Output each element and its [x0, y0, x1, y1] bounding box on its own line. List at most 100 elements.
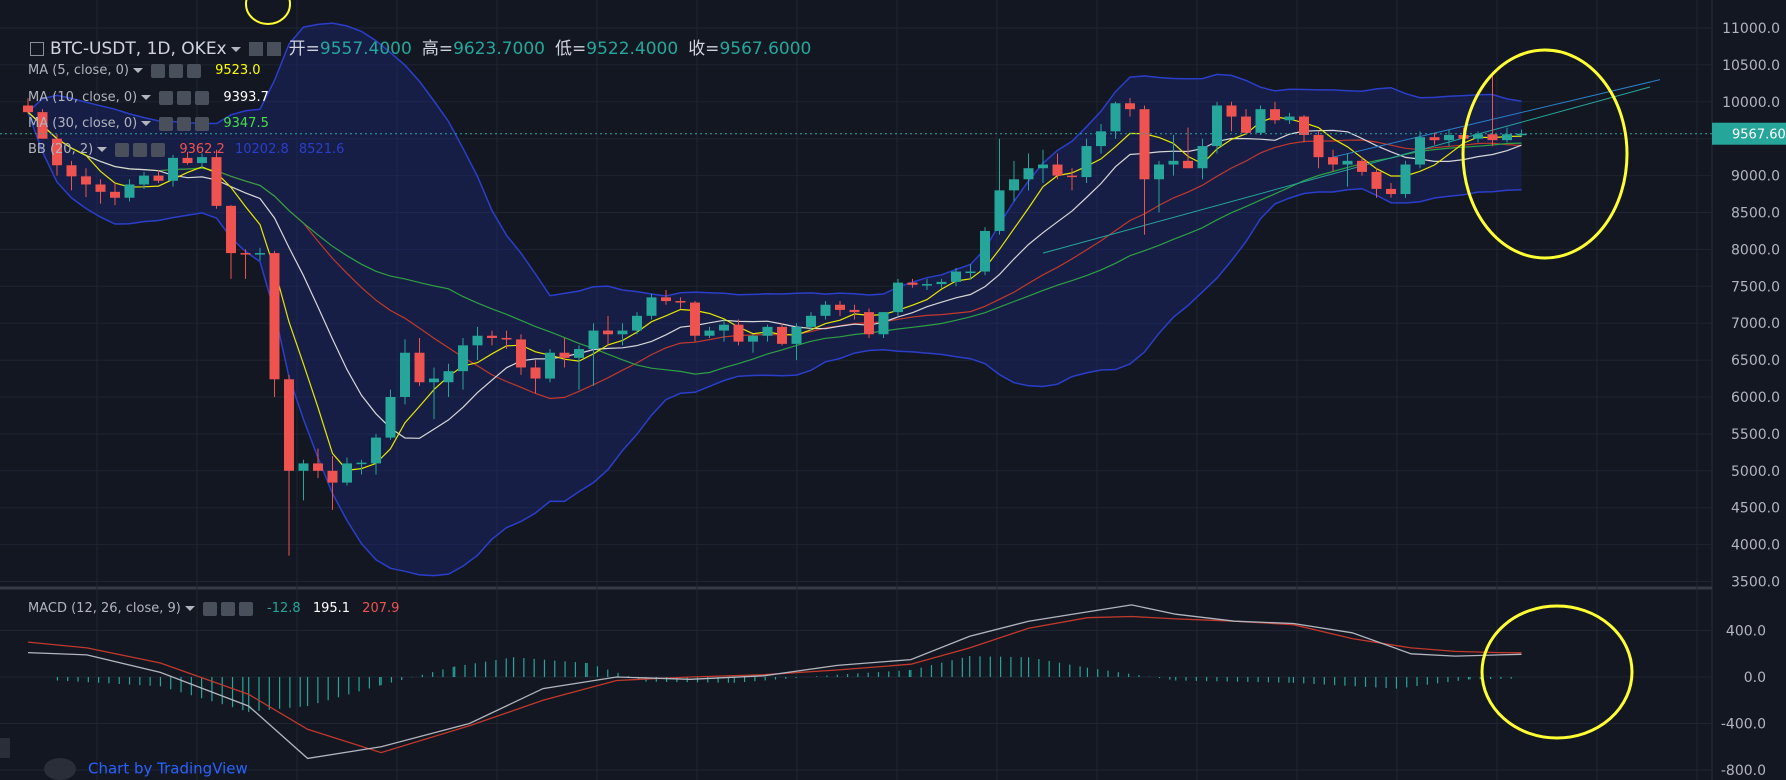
candle-body — [1299, 116, 1309, 136]
price-tick-label: 6000.0 — [1731, 390, 1780, 406]
close-value: 9567.6000 — [719, 39, 812, 59]
candle-body — [878, 312, 889, 335]
candle-body — [791, 326, 802, 344]
ma30-legend[interactable]: MA (30, close, 0) 9347.5 — [28, 116, 269, 131]
price-tick-label: 5000.0 — [1731, 464, 1780, 480]
settings-icon[interactable] — [177, 116, 192, 131]
collapse-icon[interactable] — [30, 42, 44, 56]
candle-body — [864, 312, 874, 335]
candle-body — [443, 371, 454, 383]
candle-body — [1516, 133, 1527, 136]
price-tick-label: 3500.0 — [1731, 575, 1780, 591]
macd-signal-line — [27, 615, 1522, 754]
eye-icon[interactable] — [159, 90, 174, 105]
macd-legend[interactable]: MACD (12, 26, close, 9) -12.8 195.1 207.… — [28, 601, 399, 616]
close-icon[interactable] — [186, 63, 201, 78]
candle-body — [1183, 160, 1193, 169]
candle-body — [429, 378, 439, 383]
eye-icon[interactable] — [115, 142, 130, 157]
candle-body — [922, 284, 932, 286]
settings-icon[interactable] — [220, 601, 235, 616]
annotation-circle — [1480, 604, 1634, 740]
ma5-legend[interactable]: MA (5, close, 0) 9523.0 — [28, 63, 261, 78]
candle-body — [1052, 164, 1063, 176]
eye-icon[interactable] — [248, 42, 263, 56]
candle-body — [588, 330, 599, 350]
bb-legend[interactable]: BB (20, 2) 9362.2 10202.8 8521.6 — [28, 142, 344, 157]
candle-body — [820, 304, 831, 316]
low-label: 低= — [555, 39, 587, 59]
candle-body — [632, 315, 642, 331]
close-icon[interactable] — [195, 90, 210, 105]
open-label: 开= — [288, 39, 320, 59]
candle-body — [1386, 188, 1396, 195]
macd-line — [27, 604, 1522, 760]
eye-icon[interactable] — [159, 116, 174, 131]
chevron-down-icon[interactable] — [141, 95, 152, 100]
candle-body — [240, 253, 251, 255]
tradingview-attribution[interactable]: Chart by TradingView — [44, 758, 248, 780]
candle-body — [1139, 109, 1150, 180]
candle-body — [371, 437, 381, 464]
candle-body — [110, 191, 120, 198]
settings-icon[interactable] — [177, 90, 192, 105]
candle-body — [1371, 171, 1382, 189]
candle-body — [603, 330, 613, 335]
symbol-title[interactable]: BTC-USDT, 1D, OKEx — [50, 39, 227, 59]
ma10-line — [27, 111, 1522, 439]
chevron-down-icon[interactable] — [184, 606, 195, 611]
chevron-down-icon[interactable] — [97, 147, 108, 152]
candle-body — [1342, 160, 1353, 165]
tradingview-logo-icon — [44, 758, 76, 780]
candle-body — [139, 175, 149, 185]
chevron-down-icon[interactable] — [141, 121, 152, 126]
chevron-down-icon[interactable] — [132, 68, 143, 73]
candle-body — [951, 271, 961, 282]
candle-body — [1212, 105, 1222, 147]
close-icon[interactable] — [238, 601, 253, 616]
candle-body — [1023, 168, 1034, 180]
candle-body — [385, 397, 396, 438]
macd-value: 195.1 — [312, 601, 351, 616]
eye-icon[interactable] — [202, 601, 217, 616]
candle-body — [893, 282, 903, 313]
candle-body — [66, 165, 77, 177]
candle-body — [980, 230, 990, 272]
candle-body — [124, 184, 135, 198]
ma30-value: 9347.5 — [223, 116, 269, 131]
candle-body — [559, 352, 570, 358]
candle-body — [255, 253, 265, 255]
ma30-line — [27, 111, 1522, 375]
candle-body — [1400, 164, 1411, 195]
settings-icon[interactable] — [168, 63, 183, 78]
candle-body — [23, 105, 33, 113]
close-icon[interactable] — [195, 116, 210, 131]
price-tick-label: 8500.0 — [1731, 206, 1780, 222]
candle-body — [675, 301, 686, 303]
candle-body — [1125, 103, 1135, 110]
candle-body — [1255, 109, 1266, 133]
candle-body — [849, 309, 860, 313]
candle-body — [704, 330, 715, 336]
ma10-legend[interactable]: MA (10, close, 0) 9393.7 — [28, 90, 269, 105]
chevron-down-icon[interactable] — [230, 46, 241, 52]
price-tick-label: 10500.0 — [1722, 58, 1780, 74]
eye-icon[interactable] — [150, 63, 165, 78]
candle-body — [1241, 116, 1251, 133]
candle-body — [1154, 164, 1164, 180]
candle-body — [414, 352, 425, 383]
candle-body — [95, 184, 106, 192]
candle-body — [313, 463, 323, 471]
ma30-label: MA (30, close, 0) — [28, 116, 138, 131]
settings-icon[interactable] — [266, 42, 281, 56]
close-icon[interactable] — [151, 142, 166, 157]
candle-body — [1197, 146, 1208, 169]
candle-body — [400, 352, 410, 397]
price-tick-label: 9000.0 — [1731, 169, 1780, 185]
candle-body — [690, 302, 700, 336]
settings-icon[interactable] — [133, 142, 148, 157]
bb-label: BB (20, 2) — [28, 142, 94, 157]
candle-body — [327, 470, 338, 483]
